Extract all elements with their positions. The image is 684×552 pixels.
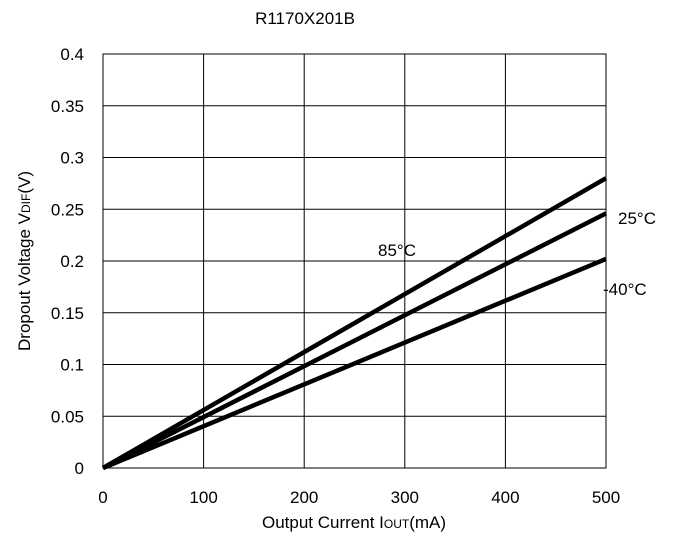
y-tick-label: 0	[75, 459, 84, 478]
grid-lines	[102, 53, 607, 469]
y-tick-label: 0.15	[51, 304, 84, 323]
series-lines	[101, 176, 608, 471]
y-tick-label: 0.1	[60, 356, 84, 375]
series-line	[101, 211, 608, 471]
y-tick-label: 0.2	[60, 252, 84, 271]
x-tick-label: 500	[592, 488, 620, 507]
x-axis-label: Output Current IOUT(mA)	[262, 513, 446, 532]
y-tick-label: 0.25	[51, 200, 84, 219]
x-tick-label: 100	[189, 488, 217, 507]
series-label: 25°C	[618, 209, 656, 228]
y-tick-label: 0.3	[60, 149, 84, 168]
series-label: -40°C	[603, 280, 647, 299]
x-tick-label: 0	[98, 488, 107, 507]
series-labels: 85°C 25°C -40°C	[378, 209, 656, 299]
series-label: 85°C	[378, 241, 416, 260]
y-tick-label: 0.4	[60, 45, 84, 64]
y-axis-label: Dropout Voltage VDIF(V)	[15, 171, 34, 351]
series-line	[102, 256, 607, 471]
x-tick-label: 400	[491, 488, 519, 507]
y-tick-label: 0.35	[51, 97, 84, 116]
series-line	[101, 176, 608, 470]
x-tick-label: 200	[290, 488, 318, 507]
x-tick-label: 300	[391, 488, 419, 507]
y-tick-label: 0.05	[51, 407, 84, 426]
y-tick-labels: 0 0.05 0.1 0.15 0.2 0.25 0.3 0.35 0.4	[51, 45, 84, 478]
chart-title: R1170X201B	[255, 9, 355, 28]
x-tick-labels: 0 100 200 300 400 500	[98, 488, 620, 507]
